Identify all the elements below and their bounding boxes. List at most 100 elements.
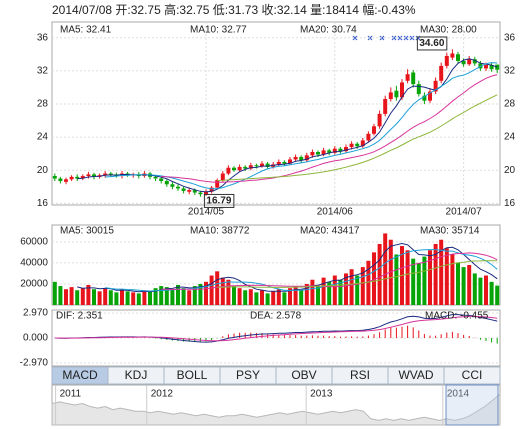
candle-body [103, 173, 108, 176]
volume-bar [271, 291, 276, 305]
volume-bar [282, 292, 287, 305]
legend-entry: MA30: 28.00 [420, 25, 477, 36]
y-tick-label: 16 [37, 198, 49, 209]
legend-entry: MA20: 30.74 [300, 25, 357, 36]
volume-bar [209, 275, 214, 305]
candle-body [461, 60, 466, 65]
candle-body [276, 161, 281, 165]
indicator-tab-label[interactable]: MACD [62, 368, 98, 382]
candle-body [467, 59, 472, 65]
annotation-box [203, 193, 235, 208]
candle-body [332, 148, 337, 153]
x-tick-label: 2014/05 [188, 207, 225, 218]
candle-body [416, 84, 421, 95]
candle-body [265, 163, 270, 167]
indicator-tab-label[interactable]: WVAD [398, 368, 433, 382]
indicator-tab-label[interactable]: KDJ [125, 368, 148, 382]
volume-bar [461, 267, 466, 305]
indicator-tab-label[interactable]: CCI [462, 368, 483, 382]
volume-bar [332, 275, 337, 305]
volume-bar [226, 279, 231, 305]
y-tick-label-right: 36 [504, 32, 516, 43]
ma-line [161, 74, 498, 183]
candle-body [232, 167, 236, 171]
volume-bar [136, 293, 141, 305]
candle-body [248, 165, 253, 169]
indicator-tab-label[interactable]: BOLL [177, 368, 208, 382]
y-tick-label: 2.970 [23, 308, 48, 319]
indicator-tab-label[interactable]: RSI [350, 368, 370, 382]
candle-body [450, 53, 455, 58]
candle-body [355, 143, 360, 147]
volume-bar [125, 291, 130, 305]
candle-body [484, 65, 488, 69]
y-tick-label: 24 [37, 132, 49, 143]
volume-bar [204, 281, 208, 305]
candle-body [372, 126, 376, 134]
volume-bar [265, 293, 270, 305]
y-tick-label: 20000 [20, 279, 48, 290]
volume-bar [75, 290, 80, 305]
indicator-tab-label[interactable]: PSY [236, 368, 260, 382]
candle-body [198, 192, 203, 195]
candle-body [383, 99, 388, 114]
y-tick-label-right: 20 [504, 165, 516, 176]
volume-bar [472, 273, 477, 305]
candle-body [327, 150, 332, 153]
volume-bar [187, 290, 192, 305]
candle-body [444, 55, 449, 66]
candle-body [108, 173, 113, 175]
candle-body [299, 156, 304, 161]
candle-body [394, 90, 399, 98]
y-tick-label-right: 32 [504, 65, 516, 76]
candle-body [439, 65, 444, 81]
volume-bar [148, 291, 152, 305]
annotation: 16.79 [206, 195, 231, 206]
candle-body [254, 165, 259, 167]
x-tick-label: 2014/07 [446, 207, 483, 218]
legend-entry: DIF: 2.351 [56, 311, 103, 322]
candle-body [192, 190, 197, 193]
candle-body [187, 190, 192, 192]
candle-body [472, 59, 477, 64]
overview-window [445, 384, 499, 426]
candle-body [349, 143, 354, 148]
candle-body [316, 152, 320, 155]
volume-bar [327, 281, 332, 305]
y-tick-label: 40000 [20, 258, 48, 269]
year-label: 2013 [310, 389, 333, 400]
legend-entry: DEA: 2.578 [250, 311, 302, 322]
y-tick-label: 20 [37, 165, 49, 176]
indicator-tab[interactable] [443, 366, 501, 385]
candle-body [237, 166, 242, 171]
volume-bar [366, 260, 371, 305]
volume-bar [484, 275, 488, 305]
volume-bar [131, 292, 136, 305]
volume-bar [405, 250, 410, 305]
volume-bar [456, 262, 460, 305]
volume-bar [237, 288, 242, 305]
volume-bar [114, 292, 119, 305]
candle-body [304, 155, 309, 161]
y-tick-label-right: 28 [504, 99, 516, 110]
volume-bar [439, 239, 444, 305]
legend-entry: MA10: 32.77 [190, 25, 247, 36]
indicator-tab-label[interactable]: OBV [291, 368, 316, 382]
volume-bar [164, 287, 169, 305]
candle-body [456, 54, 460, 61]
candle-body [360, 140, 365, 147]
candle-body [64, 179, 68, 182]
candle-body [69, 176, 74, 180]
candle-body [75, 176, 80, 179]
volume-panel [51, 224, 501, 306]
candle-body [377, 113, 382, 127]
volume-bar [299, 290, 304, 305]
volume-bar [383, 233, 388, 305]
volume-bar [388, 239, 393, 305]
candle-body [52, 176, 57, 179]
volume-bar [176, 285, 180, 305]
y-tick-label: 32 [37, 65, 49, 76]
dea-line [54, 315, 498, 342]
candle-body [405, 74, 410, 81]
